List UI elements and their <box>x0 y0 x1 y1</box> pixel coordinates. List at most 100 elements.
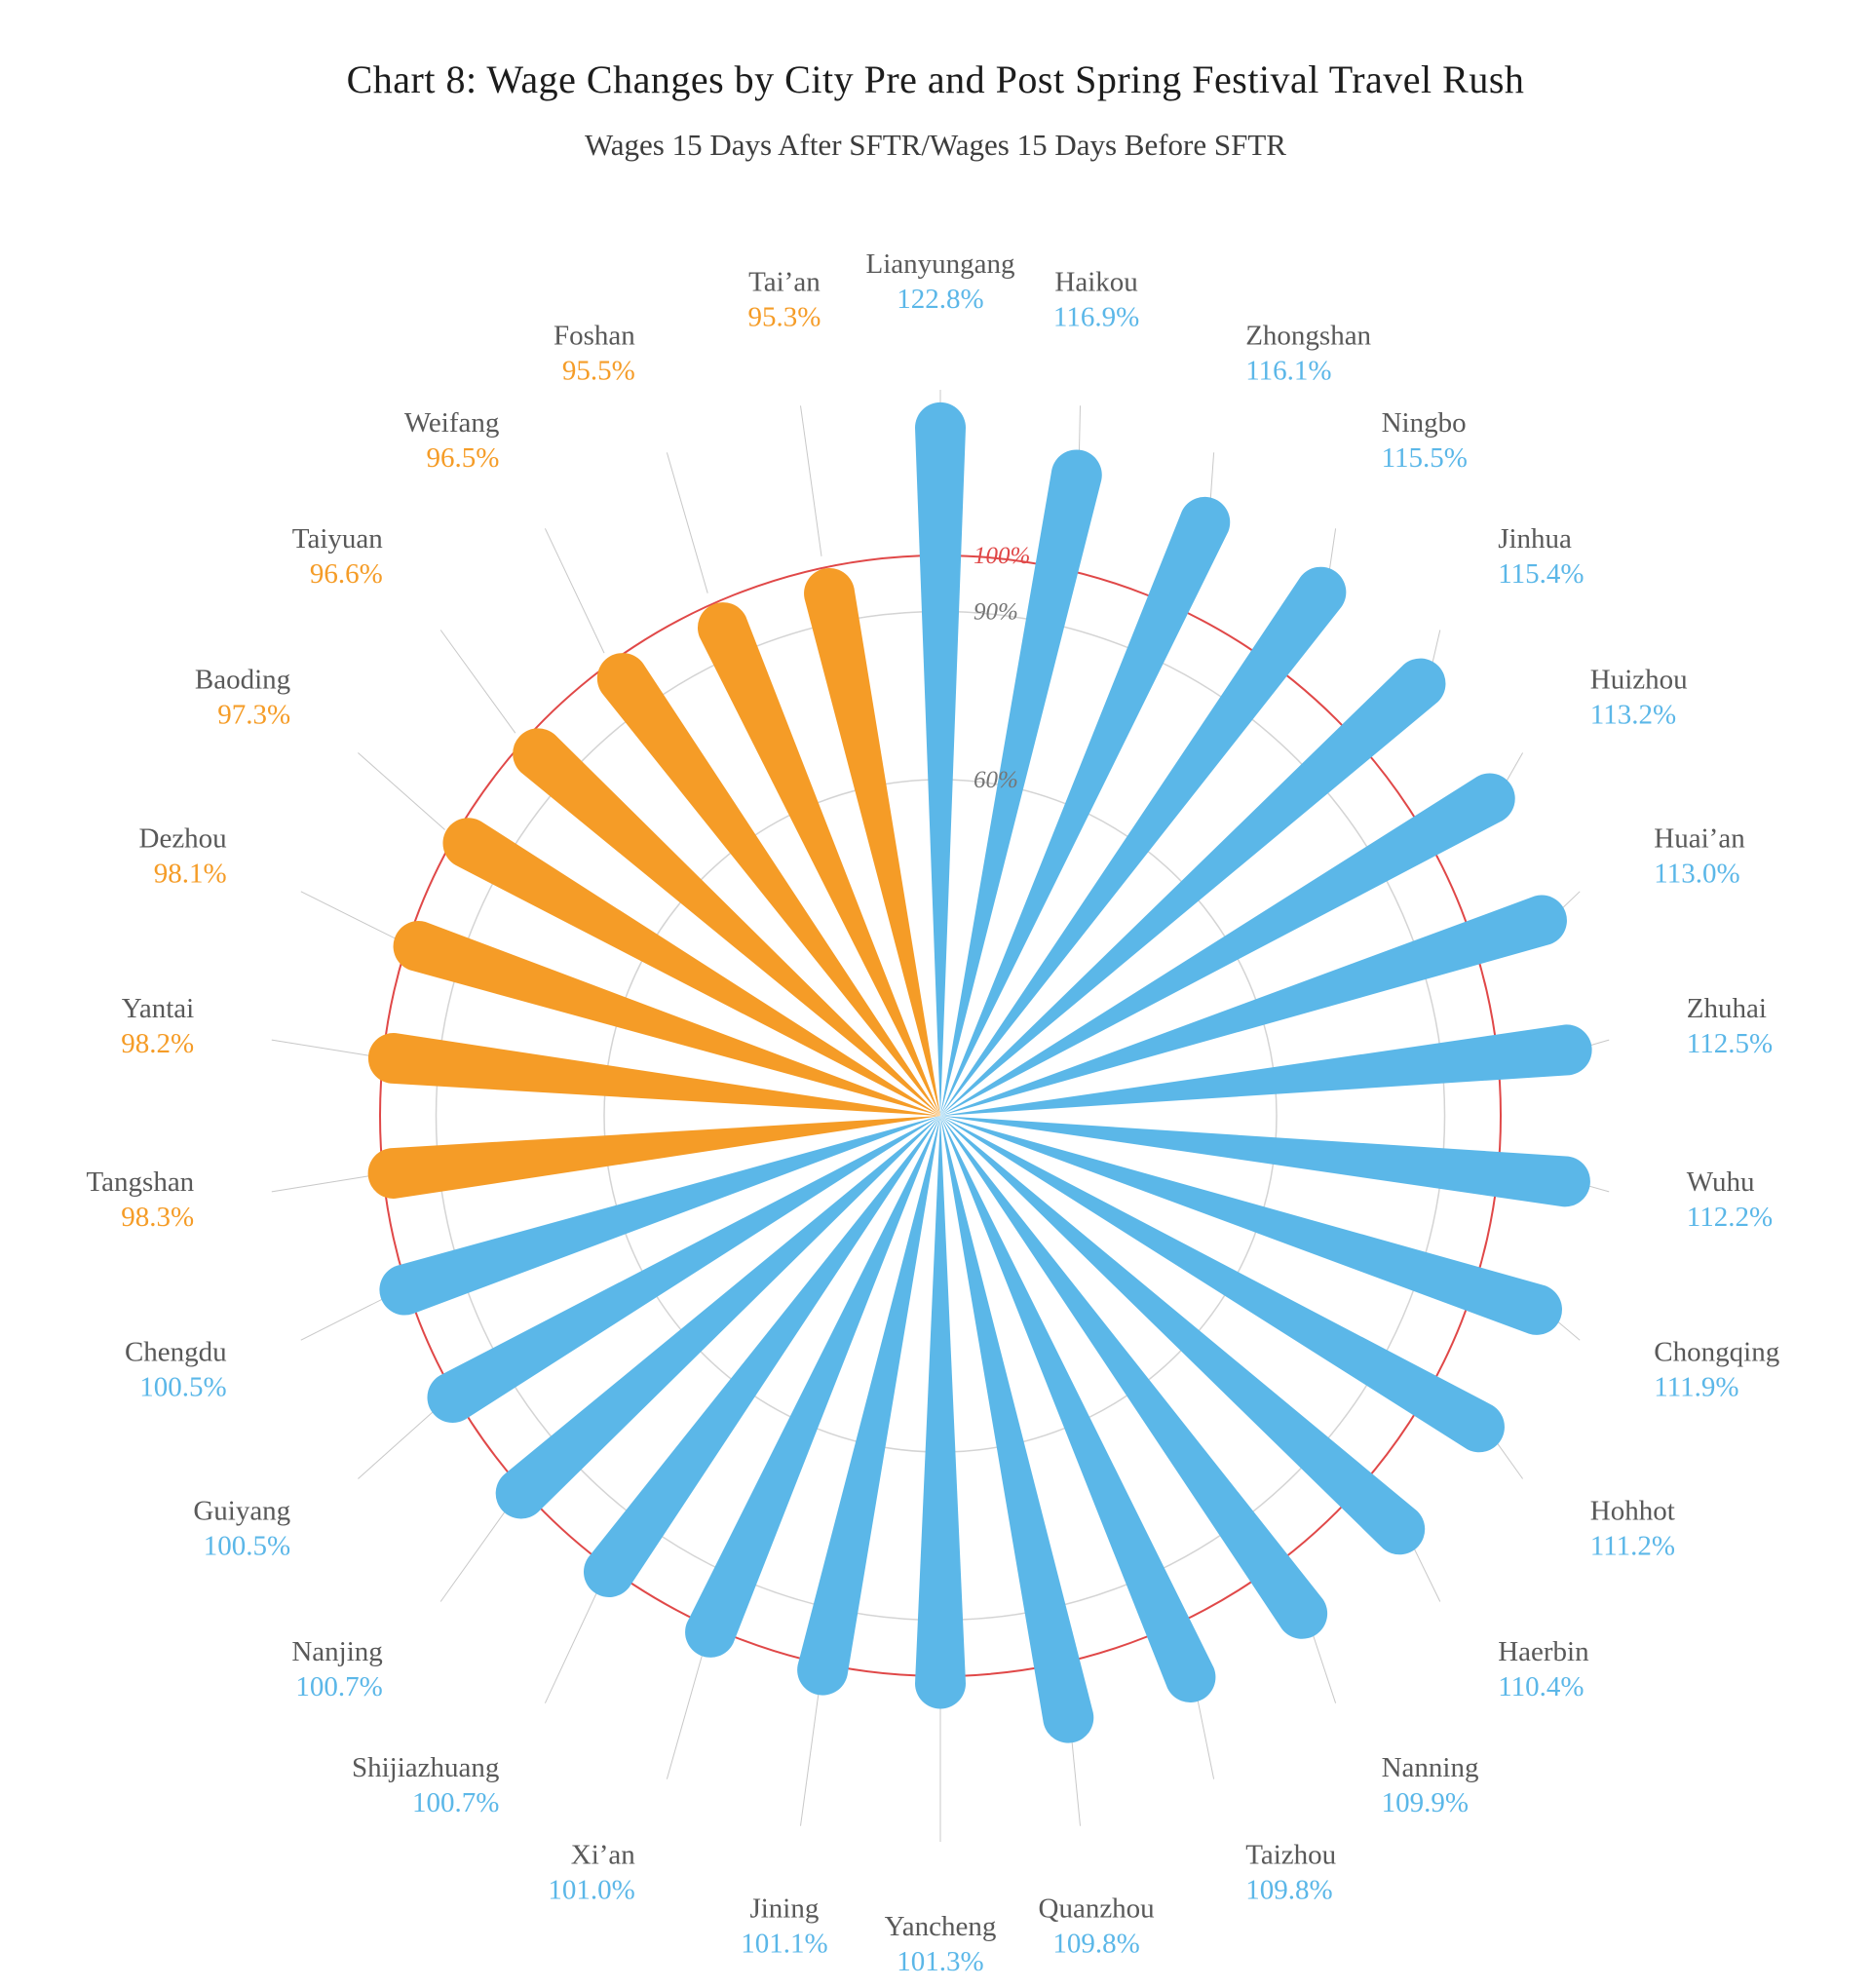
city-value-label: 113.2% <box>1590 700 1676 731</box>
city-name-label: Taizhou <box>1245 1839 1336 1870</box>
leader-line <box>800 405 822 556</box>
leader-line <box>358 1402 443 1479</box>
city-name-label: Yantai <box>122 993 194 1024</box>
city-bar <box>685 1116 940 1658</box>
city-value-label: 112.5% <box>1687 1028 1773 1059</box>
city-name-label: Huai’an <box>1654 822 1745 854</box>
city-bar <box>367 1116 941 1199</box>
city-value-label: 101.1% <box>741 1928 827 1959</box>
city-name-label: Wuhu <box>1687 1166 1755 1198</box>
city-name-label: Huizhou <box>1590 665 1688 696</box>
city-value-label: 98.2% <box>121 1028 194 1059</box>
city-value-label: 100.7% <box>412 1787 499 1818</box>
city-bar <box>442 818 940 1116</box>
city-bar <box>940 449 1102 1116</box>
city-value-label: 122.8% <box>897 284 983 315</box>
radial-tick-label: 90% <box>974 599 1018 626</box>
city-bar <box>940 1116 1216 1703</box>
city-name-label: Haikou <box>1054 267 1137 298</box>
city-name-label: Chongqing <box>1654 1337 1779 1368</box>
city-name-label: Chengdu <box>125 1337 227 1368</box>
city-bar <box>804 567 940 1116</box>
leader-line <box>544 1581 603 1703</box>
city-bar <box>915 401 966 1116</box>
city-bar <box>596 653 940 1116</box>
leader-line <box>271 1039 372 1057</box>
city-name-label: Jinhua <box>1498 523 1572 554</box>
city-value-label: 111.2% <box>1590 1531 1675 1562</box>
radial-tick-label: 60% <box>974 767 1018 793</box>
city-bar <box>915 1116 966 1709</box>
city-value-label: 112.2% <box>1687 1202 1773 1233</box>
city-value-label: 98.3% <box>121 1202 194 1233</box>
city-bar <box>940 895 1567 1116</box>
city-bar <box>393 921 941 1116</box>
city-value-label: 95.5% <box>562 356 635 387</box>
city-name-label: Baoding <box>195 665 290 696</box>
leader-line <box>439 630 516 734</box>
city-value-label: 100.5% <box>204 1531 290 1562</box>
leader-line <box>1070 1729 1081 1826</box>
city-bar <box>940 566 1347 1116</box>
city-name-label: Weifang <box>404 407 500 439</box>
city-name-label: Lianyungang <box>865 248 1014 280</box>
city-bar <box>940 1116 1426 1555</box>
city-bar <box>940 773 1515 1116</box>
city-value-label: 111.9% <box>1654 1372 1738 1403</box>
leader-line <box>1195 1688 1215 1779</box>
city-bar <box>367 1032 940 1116</box>
city-name-label: Guiyang <box>193 1496 290 1527</box>
city-bar <box>379 1116 941 1316</box>
city-name-label: Xi’an <box>571 1839 636 1870</box>
city-bar <box>940 1116 1590 1207</box>
city-value-label: 101.3% <box>897 1946 983 1977</box>
city-name-label: Nanning <box>1382 1752 1479 1783</box>
leader-line <box>300 891 397 940</box>
city-bar <box>583 1116 940 1597</box>
leader-line <box>666 452 708 593</box>
city-name-label: Yancheng <box>885 1911 997 1942</box>
leader-line <box>666 1643 706 1779</box>
city-name-label: Quanzhou <box>1039 1892 1155 1924</box>
city-bar <box>797 1116 940 1696</box>
city-value-label: 116.1% <box>1245 356 1331 387</box>
city-name-label: Dezhou <box>139 822 227 854</box>
city-name-label: Tai’an <box>748 267 821 298</box>
leader-line <box>300 1292 395 1341</box>
city-value-label: 98.1% <box>154 858 227 889</box>
city-name-label: Foshan <box>554 321 635 352</box>
leader-line <box>271 1174 372 1193</box>
city-value-label: 101.0% <box>548 1874 634 1905</box>
city-value-label: 116.9% <box>1053 302 1139 333</box>
city-value-label: 115.5% <box>1382 442 1468 474</box>
city-bar <box>940 1116 1094 1743</box>
radial-tick-label: 100% <box>974 543 1030 569</box>
city-name-label: Haerbin <box>1498 1636 1589 1667</box>
city-value-label: 96.6% <box>310 558 383 590</box>
city-value-label: 100.5% <box>139 1372 226 1403</box>
city-name-label: Zhuhai <box>1687 993 1767 1024</box>
city-value-label: 113.0% <box>1654 858 1739 889</box>
city-value-label: 95.3% <box>747 302 821 333</box>
city-value-label: 109.9% <box>1382 1787 1469 1818</box>
city-name-label: Ningbo <box>1382 407 1467 439</box>
city-bar <box>697 602 940 1116</box>
city-bar <box>940 1116 1328 1639</box>
city-name-label: Jining <box>749 1892 819 1924</box>
leader-line <box>1309 1623 1337 1703</box>
city-bar <box>513 728 940 1116</box>
city-value-label: 97.3% <box>217 700 290 731</box>
city-name-label: Zhongshan <box>1245 321 1371 352</box>
city-bar <box>940 496 1231 1116</box>
city-name-label: Nanjing <box>291 1636 382 1667</box>
leader-line <box>544 528 605 654</box>
city-value-label: 100.7% <box>295 1671 382 1702</box>
city-bar <box>940 1116 1505 1453</box>
city-name-label: Taiyuan <box>292 523 383 554</box>
city-value-label: 115.4% <box>1498 558 1584 590</box>
city-value-label: 109.8% <box>1052 1928 1139 1959</box>
city-bar <box>495 1116 940 1519</box>
city-value-label: 109.8% <box>1245 1874 1332 1905</box>
leader-line <box>439 1501 514 1602</box>
